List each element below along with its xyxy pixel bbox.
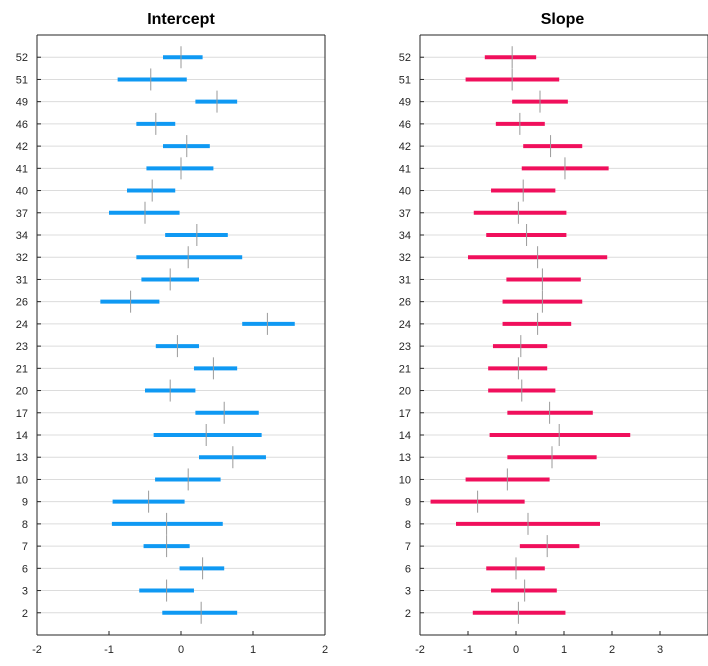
y-tick-label: 46 [16,119,28,131]
y-tick-label: 7 [405,541,411,553]
y-tick-label: 42 [399,141,411,153]
y-tick-label: 23 [399,341,411,353]
intercept-panel: Intercept5251494642414037343231262423212… [16,11,328,656]
y-tick-label: 8 [405,519,411,531]
y-tick-label: 41 [16,163,28,175]
y-tick-label: 31 [399,274,411,286]
y-tick-label: 41 [399,163,411,175]
y-tick-label: 20 [399,386,411,398]
y-tick-label: 9 [22,497,28,509]
y-tick-label: 20 [16,386,28,398]
y-tick-label: 24 [16,319,28,331]
y-tick-label: 6 [405,563,411,575]
x-tick-label: 1 [250,644,256,656]
y-tick-label: 14 [399,430,411,442]
x-tick-label: -2 [32,644,42,656]
y-tick-label: 9 [405,497,411,509]
x-tick-label: 2 [322,644,328,656]
y-tick-label: 24 [399,319,411,331]
y-tick-label: 32 [399,252,411,264]
y-tick-label: 21 [399,363,411,375]
x-tick-label: 2 [609,644,615,656]
y-tick-label: 2 [22,608,28,620]
x-tick-label: 3 [657,644,663,656]
x-tick-label: 0 [178,644,184,656]
y-tick-label: 17 [16,408,28,420]
y-tick-label: 37 [16,208,28,220]
y-tick-label: 10 [399,474,411,486]
x-tick-label: 1 [561,644,567,656]
chart-title: Intercept [147,11,215,28]
y-tick-label: 34 [16,230,28,242]
y-tick-label: 6 [22,563,28,575]
y-tick-label: 46 [399,119,411,131]
y-tick-label: 49 [399,97,411,109]
chart-title: Slope [541,11,585,28]
y-tick-label: 21 [16,363,28,375]
y-tick-label: 26 [399,297,411,309]
x-tick-label: 0 [513,644,519,656]
y-tick-label: 51 [16,74,28,86]
y-tick-label: 51 [399,74,411,86]
y-tick-label: 23 [16,341,28,353]
y-tick-label: 40 [16,186,28,198]
y-tick-label: 17 [399,408,411,420]
y-tick-label: 31 [16,274,28,286]
y-tick-label: 42 [16,141,28,153]
x-tick-label: -1 [104,644,114,656]
y-tick-label: 2 [405,608,411,620]
slope-panel: Slope52514946424140373432312624232120171… [399,11,708,656]
y-tick-label: 10 [16,474,28,486]
y-tick-label: 14 [16,430,28,442]
y-tick-label: 8 [22,519,28,531]
y-tick-label: 32 [16,252,28,264]
y-tick-label: 49 [16,97,28,109]
y-tick-label: 13 [399,452,411,464]
y-tick-label: 52 [399,52,411,64]
x-tick-label: -2 [415,644,425,656]
y-tick-label: 3 [405,586,411,598]
y-tick-label: 52 [16,52,28,64]
y-tick-label: 37 [399,208,411,220]
y-tick-label: 7 [22,541,28,553]
y-tick-label: 13 [16,452,28,464]
y-tick-label: 34 [399,230,411,242]
x-tick-label: -1 [463,644,473,656]
y-tick-label: 40 [399,186,411,198]
y-tick-label: 26 [16,297,28,309]
y-tick-label: 3 [22,586,28,598]
